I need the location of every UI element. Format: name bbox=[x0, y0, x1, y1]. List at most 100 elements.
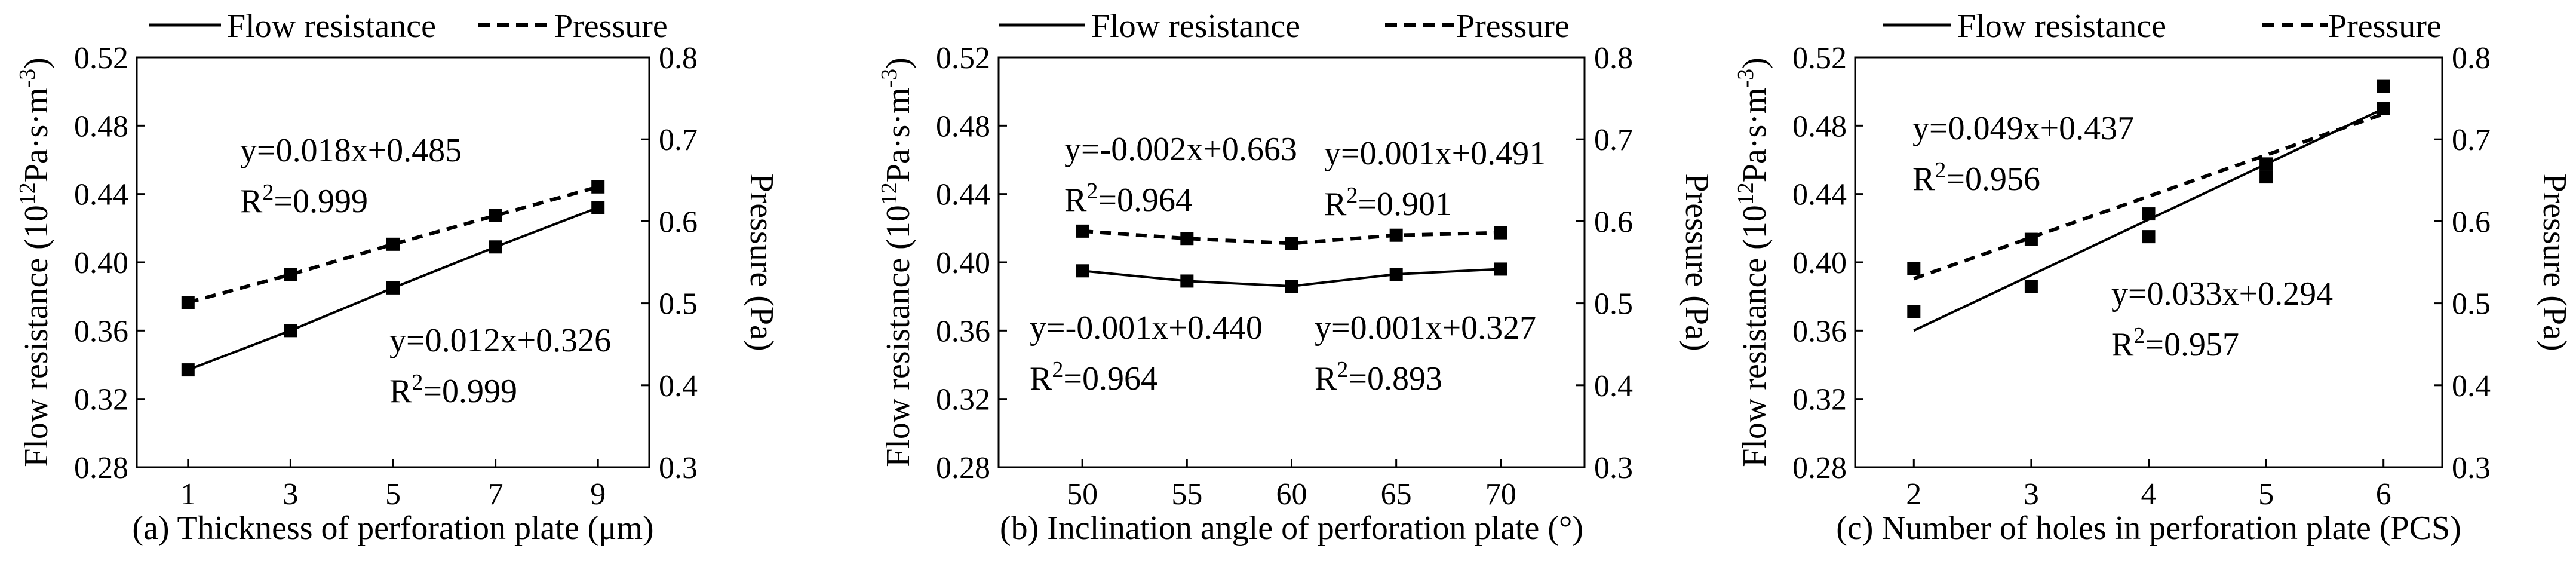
r-squared: R2=0.956 bbox=[1912, 158, 2040, 198]
y-right-tick-label: 0.7 bbox=[2452, 123, 2491, 157]
fit-equation: y=0.033x+0.294 bbox=[2111, 275, 2333, 312]
x-tick-label: 1 bbox=[180, 477, 196, 511]
r-squared: R2=0.901 bbox=[1324, 183, 1452, 223]
legend-label-flow-resistance: Flow resistance bbox=[1091, 8, 1300, 45]
legend-label-pressure: Pressure bbox=[1456, 8, 1570, 45]
y-axis-title-part: ) bbox=[18, 57, 55, 69]
r-squared-value: =0.893 bbox=[1348, 360, 1442, 397]
r-squared-exponent: 2 bbox=[1346, 183, 1358, 208]
y-axis-title-superscript: -3 bbox=[877, 69, 902, 88]
y-right-axis-title: Pressure (Pa) bbox=[1678, 173, 1715, 351]
y-right-tick-label: 0.3 bbox=[1594, 451, 1633, 485]
fit-equation: y=0.049x+0.437 bbox=[1912, 110, 2134, 147]
r-squared: R2=0.957 bbox=[2111, 323, 2239, 363]
r-squared: R2=0.999 bbox=[240, 180, 368, 220]
r-squared-value: =0.999 bbox=[423, 373, 517, 410]
data-point-flow-resistance bbox=[1285, 280, 1298, 293]
data-point-flow-resistance bbox=[284, 324, 297, 338]
r-squared-symbol: R bbox=[240, 183, 263, 220]
r-squared-value: =0.957 bbox=[2145, 326, 2239, 363]
data-point-flow-resistance bbox=[489, 240, 502, 254]
r-squared-exponent: 2 bbox=[412, 370, 423, 395]
y-axis-title: Flow resistance (1012Pa·s·m-3) bbox=[1733, 57, 1773, 467]
y-tick-label: 0.52 bbox=[1792, 41, 1847, 75]
r-squared-symbol: R bbox=[1315, 360, 1337, 397]
y-tick-label: 0.28 bbox=[74, 451, 128, 485]
data-point-pressure bbox=[386, 237, 400, 251]
y-tick-label: 0.40 bbox=[936, 246, 990, 280]
y-right-tick-label: 0.7 bbox=[659, 123, 698, 157]
data-point-pressure bbox=[1180, 232, 1194, 246]
y-axis-title-part: Pa·s·m bbox=[880, 88, 917, 183]
y-tick-label: 0.52 bbox=[74, 41, 128, 75]
y-tick-label: 0.40 bbox=[1792, 246, 1847, 280]
y-right-tick-label: 0.8 bbox=[659, 41, 698, 75]
y-axis-title-superscript: -3 bbox=[1733, 69, 1758, 88]
y-tick-label: 0.48 bbox=[74, 109, 128, 143]
x-axis-caption: (c) Number of holes in perforation plate… bbox=[1836, 510, 2461, 547]
data-point-flow-resistance bbox=[386, 281, 400, 295]
data-point-pressure bbox=[1285, 237, 1298, 250]
y-axis-title-part: Pa·s·m bbox=[1736, 88, 1773, 183]
data-point-flow-resistance bbox=[1180, 274, 1194, 288]
r-squared-symbol: R bbox=[1324, 186, 1347, 223]
r-squared-exponent: 2 bbox=[1935, 158, 1946, 183]
y-right-tick-label: 0.3 bbox=[2452, 451, 2491, 485]
x-tick-label: 55 bbox=[1171, 477, 1202, 511]
y-axis-title-part: Flow resistance (10 bbox=[18, 205, 55, 467]
fit-equation: y=0.018x+0.485 bbox=[240, 132, 462, 169]
legend-label-pressure: Pressure bbox=[2328, 8, 2442, 45]
r-squared-value: =0.964 bbox=[1063, 360, 1157, 397]
legend-label-flow-resistance: Flow resistance bbox=[227, 8, 436, 45]
x-tick-label: 6 bbox=[2376, 477, 2391, 511]
data-point-flow-resistance bbox=[1494, 262, 1507, 276]
x-tick-label: 3 bbox=[283, 477, 298, 511]
chart-panel-a: 0.28 0.32 0.36 0.40 0.44 0.48 0.52 0.3 0.4 0.5 0.6… bbox=[15, 8, 780, 547]
fit-equation: y=-0.001x+0.440 bbox=[1030, 309, 1263, 347]
x-tick-label: 60 bbox=[1276, 477, 1307, 511]
series-line-pressure bbox=[1913, 112, 2384, 281]
x-tick-label: 9 bbox=[590, 477, 606, 511]
y-tick-label: 0.32 bbox=[1792, 383, 1847, 417]
r-squared-value: =0.999 bbox=[274, 183, 368, 220]
r-squared-exponent: 2 bbox=[1337, 357, 1348, 382]
y-right-tick-label: 0.6 bbox=[2452, 205, 2491, 239]
x-tick-label: 70 bbox=[1485, 477, 1516, 511]
legend-label-flow-resistance: Flow resistance bbox=[1957, 8, 2166, 45]
data-point-pressure bbox=[181, 296, 195, 309]
data-point-pressure bbox=[1076, 224, 1089, 238]
data-point-pressure bbox=[284, 268, 297, 281]
y-axis-title-part: ) bbox=[1736, 57, 1773, 69]
r-squared-value: =0.901 bbox=[1358, 186, 1452, 223]
chart-panel-c: 0.28 0.32 0.36 0.40 0.44 0.48 0.52 0.3 0.4 0.5 0.6… bbox=[1733, 8, 2573, 547]
r-squared-value: =0.956 bbox=[1946, 161, 2040, 198]
y-right-tick-label: 0.4 bbox=[659, 369, 698, 403]
r-squared-symbol: R bbox=[1912, 161, 1935, 198]
y-tick-label: 0.44 bbox=[74, 178, 128, 212]
data-point-flow-resistance bbox=[2259, 170, 2273, 184]
y-tick-label: 0.40 bbox=[74, 246, 128, 280]
data-point-pressure bbox=[489, 209, 502, 222]
x-tick-label: 7 bbox=[488, 477, 503, 511]
y-tick-label: 0.36 bbox=[936, 314, 990, 348]
y-axis-title-superscript: -3 bbox=[15, 69, 40, 88]
x-tick-label: 2 bbox=[1906, 477, 1921, 511]
y-right-tick-label: 0.4 bbox=[2452, 369, 2491, 403]
y-axis-title: Flow resistance (1012Pa·s·m-3) bbox=[15, 57, 55, 467]
y-right-axis-title: Pressure (Pa) bbox=[2536, 173, 2573, 351]
r-squared-exponent: 2 bbox=[1052, 357, 1063, 382]
data-point-flow-resistance bbox=[1907, 305, 1921, 318]
data-point-pressure bbox=[591, 180, 605, 194]
data-point-flow-resistance bbox=[1076, 264, 1089, 278]
data-point-flow-resistance bbox=[2024, 280, 2038, 293]
plot-frame bbox=[997, 56, 1586, 468]
data-point-pressure bbox=[1907, 262, 1921, 275]
y-right-tick-label: 0.5 bbox=[2452, 287, 2491, 321]
y-right-tick-label: 0.8 bbox=[1594, 41, 1633, 75]
r-squared-symbol: R bbox=[1064, 182, 1087, 219]
y-right-tick-label: 0.8 bbox=[2452, 41, 2491, 75]
y-tick-label: 0.32 bbox=[74, 383, 128, 417]
fit-equation: y=-0.002x+0.663 bbox=[1064, 131, 1297, 168]
x-tick-label: 3 bbox=[2024, 477, 2039, 511]
